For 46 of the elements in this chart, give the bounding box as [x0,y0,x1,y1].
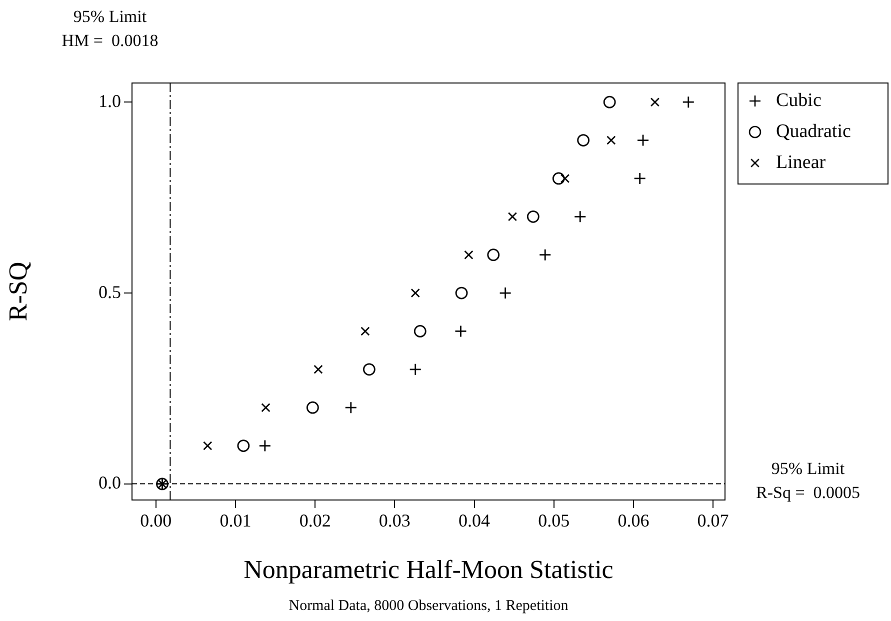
point [560,174,570,184]
y-axis-title: R-SQ [3,262,32,322]
point [360,326,370,336]
point [410,288,420,298]
point [455,286,468,300]
y-tick-label: 1.0 [98,90,121,111]
point [577,134,590,146]
x-tick-label: 0.03 [378,510,410,531]
legend-label: Cubic [776,90,822,111]
point [306,401,319,414]
point [464,250,474,260]
y-tick-label: 0.0 [98,472,121,493]
point [526,210,540,223]
point [682,96,695,108]
point [606,136,616,145]
ref-line-label: 95% Limit HM = 0.0018 [62,7,158,50]
point [363,363,376,376]
y-tick-label: 0.5 [98,282,121,302]
point [258,440,272,452]
legend-label: Linear [776,152,826,173]
point [552,172,565,185]
point [603,96,616,108]
text: Normal Data, 8000 Observations, 1 Repetition [288,598,569,614]
x-tick-label: 0.06 [618,510,650,531]
point [261,403,270,412]
point [344,401,358,414]
point [314,364,323,374]
x-tick-label: 0.04 [458,510,490,531]
x-tick-label: 0.01 [220,510,252,531]
point [487,248,500,262]
x-tick-label: 0.02 [299,510,331,531]
x-tick-label: 0.00 [140,510,172,531]
ref-line-label: 95% Limit R-Sq = 0.0005 [756,458,860,502]
x-tick-label: 0.05 [538,510,570,531]
x-tick-label: 0.07 [697,510,729,531]
point [634,172,646,185]
point [414,325,426,338]
legend-label: Quadratic [776,120,851,142]
point [650,98,660,107]
point [409,363,422,376]
point [574,210,586,223]
point [508,212,518,222]
x-axis-title: Nonparametric Half-Moon Statistic [244,555,614,584]
point [237,440,250,452]
point [203,441,212,450]
point [538,248,552,262]
